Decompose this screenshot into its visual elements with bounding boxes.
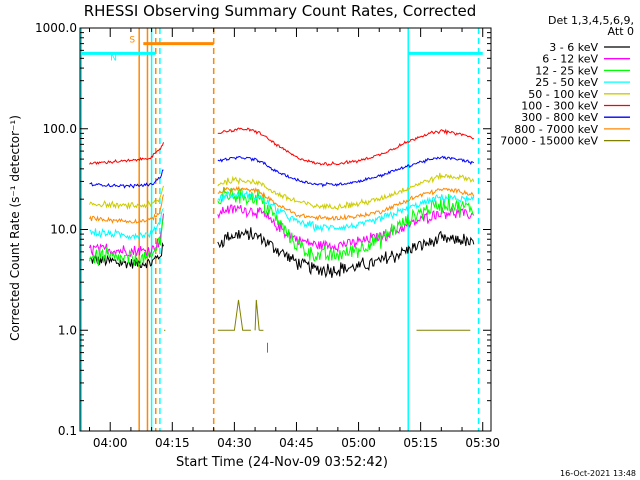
legend-label: 7000 - 15000 keV — [500, 135, 598, 148]
x-tick-label: 04:15 — [155, 436, 190, 450]
series-7000-15000kev — [164, 299, 471, 353]
y-tick-label: 10.0 — [50, 223, 77, 237]
legend-label: 12 - 25 keV — [535, 64, 598, 77]
flag-label-n: N — [110, 53, 117, 63]
legend-label: 800 - 7000 keV — [514, 123, 598, 136]
x-tick-label: 05:30 — [465, 436, 500, 450]
series-line-segment — [89, 194, 164, 224]
y-tick-label: 1000.0 — [35, 21, 77, 35]
x-tick-label: 05:00 — [341, 436, 376, 450]
legend-header-line: Det 1,3,4,5,6,9, — [548, 14, 634, 27]
x-tick-label: 05:15 — [403, 436, 438, 450]
series-line-segment — [217, 155, 474, 188]
legend-header-line: Att 0 — [608, 25, 634, 38]
series-50-100kev — [89, 172, 475, 211]
x-axis-label: Start Time (24-Nov-09 03:52:42) — [176, 455, 388, 470]
legend-label: 50 - 100 keV — [528, 88, 598, 101]
series-300-800kev — [89, 155, 474, 189]
series-line-segment — [89, 242, 164, 269]
series-line-segment — [89, 216, 164, 267]
series-25-50kev — [89, 190, 475, 240]
series-800-7000kev — [89, 185, 475, 224]
series-3-6kev — [89, 227, 475, 279]
legend-label: 3 - 6 keV — [549, 41, 598, 54]
flag-label-s: S — [129, 36, 135, 46]
y-tick-label: 0.1 — [58, 424, 77, 438]
series-line-segment — [217, 190, 475, 233]
series-line-segment — [217, 185, 475, 222]
x-tick-label: 04:00 — [93, 436, 128, 450]
series-line-segment — [217, 299, 251, 331]
y-tick-label: 100.0 — [43, 122, 77, 136]
y-tick-label: 1.0 — [58, 323, 77, 337]
series-line-segment — [217, 172, 475, 211]
x-tick-label: 04:45 — [279, 436, 314, 450]
series-line-segment — [89, 185, 164, 211]
chart-title: RHESSI Observing Summary Count Rates, Co… — [84, 2, 477, 20]
x-tick-label: 04:30 — [217, 436, 252, 450]
series-line-segment — [217, 204, 475, 254]
series-line-segment — [254, 299, 260, 331]
y-axis-label: Corrected Count Rate (s⁻¹ detector⁻¹) — [8, 115, 22, 341]
legend-label: 100 - 300 keV — [521, 100, 598, 113]
series-line-segment — [89, 208, 164, 240]
series-line-segment — [217, 127, 475, 167]
series-line-segment — [89, 169, 164, 189]
footer-timestamp: 16-Oct-2021 13:48 — [560, 469, 636, 478]
legend-label: 6 - 12 keV — [542, 53, 598, 66]
series-line-segment — [217, 227, 475, 279]
series-line-segment — [89, 142, 164, 166]
legend-label: 300 - 800 keV — [521, 111, 598, 124]
series-100-300kev — [89, 127, 475, 167]
legend-label: 25 - 50 keV — [535, 76, 598, 89]
